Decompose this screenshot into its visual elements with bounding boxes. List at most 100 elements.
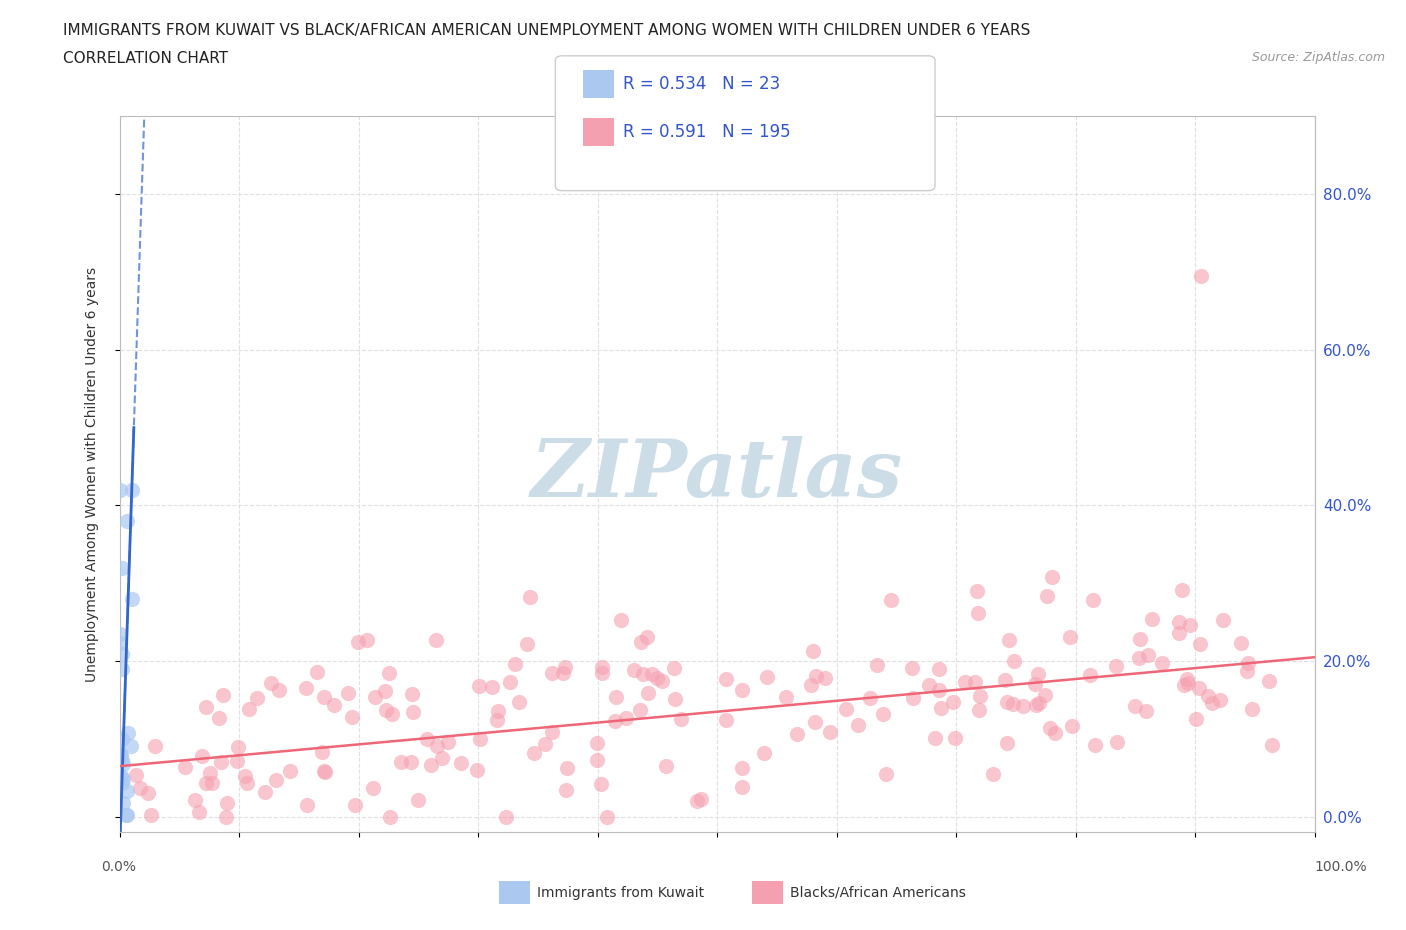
Point (756, 670, 779, 684)
Point (664, 691, 686, 706)
Point (314, 764, 336, 778)
Point (1189, 637, 1212, 652)
Point (636, 630, 658, 644)
Point (928, 661, 950, 676)
Point (236, 775, 259, 790)
Point (401, 686, 423, 701)
Point (450, 755, 472, 770)
Point (1189, 269, 1212, 284)
Point (121, 591, 143, 606)
Point (337, 685, 360, 700)
Point (917, 677, 939, 692)
Point (686, 794, 709, 809)
Point (1039, 721, 1062, 736)
Point (260, 676, 283, 691)
Point (1236, 664, 1258, 679)
Point (631, 667, 654, 682)
Point (628, 703, 651, 718)
Point (295, 680, 318, 695)
Point (551, 665, 574, 680)
Point (998, 632, 1021, 647)
Text: 100.0%: 100.0% (1315, 859, 1367, 874)
Point (519, 590, 541, 604)
Point (111, 732, 134, 747)
Point (111, 662, 134, 677)
Point (346, 635, 368, 650)
Point (943, 731, 966, 746)
Point (818, 724, 841, 739)
Point (1173, 677, 1195, 692)
Point (1236, 656, 1258, 671)
Point (108, 636, 131, 651)
Point (1035, 687, 1057, 702)
Point (425, 632, 447, 647)
Point (554, 659, 576, 674)
Point (1084, 737, 1107, 752)
Point (139, 807, 162, 822)
Point (775, 690, 797, 705)
Point (1185, 711, 1208, 726)
Point (969, 689, 991, 704)
Point (967, 703, 990, 718)
Point (1060, 719, 1083, 734)
Point (233, 768, 256, 783)
Point (554, 782, 576, 797)
Point (1040, 569, 1063, 584)
Point (486, 712, 509, 727)
Point (1258, 673, 1281, 688)
Point (1128, 651, 1150, 666)
Point (846, 718, 869, 733)
Point (589, 777, 612, 791)
Text: ZIPatlas: ZIPatlas (531, 435, 903, 513)
Point (1001, 697, 1024, 711)
Point (585, 736, 607, 751)
Point (1240, 702, 1263, 717)
Point (1002, 653, 1025, 668)
Point (468, 679, 491, 694)
Point (225, 753, 247, 768)
Point (378, 809, 401, 824)
Point (295, 798, 318, 813)
Point (924, 730, 946, 745)
Point (111, 646, 134, 661)
Point (278, 764, 301, 778)
Text: 0.0%: 0.0% (101, 859, 136, 874)
Point (111, 796, 134, 811)
Point (901, 660, 924, 675)
Point (875, 766, 897, 781)
Point (264, 773, 287, 788)
Point (903, 690, 925, 705)
Point (1212, 613, 1234, 628)
Point (995, 736, 1018, 751)
Point (111, 771, 134, 786)
Point (344, 798, 367, 813)
Point (499, 674, 522, 689)
Point (115, 784, 138, 799)
Point (1025, 698, 1047, 712)
Point (314, 764, 336, 779)
Point (1059, 630, 1081, 644)
Point (1026, 667, 1049, 682)
Point (1261, 738, 1284, 753)
Point (115, 807, 138, 822)
Point (645, 671, 668, 686)
Point (416, 731, 439, 746)
Point (516, 637, 538, 652)
Point (585, 753, 607, 768)
Point (623, 663, 645, 678)
Point (928, 683, 950, 698)
Point (731, 761, 754, 776)
Point (1036, 588, 1059, 603)
Point (669, 711, 692, 726)
Point (108, 483, 131, 498)
Point (523, 746, 546, 761)
Point (389, 755, 412, 770)
Point (1129, 631, 1152, 646)
Point (1078, 668, 1101, 683)
Point (866, 658, 889, 672)
Text: R = 0.591   N = 195: R = 0.591 N = 195 (623, 123, 790, 141)
Point (637, 685, 659, 700)
Point (312, 690, 335, 705)
Point (136, 786, 159, 801)
Point (323, 698, 346, 712)
